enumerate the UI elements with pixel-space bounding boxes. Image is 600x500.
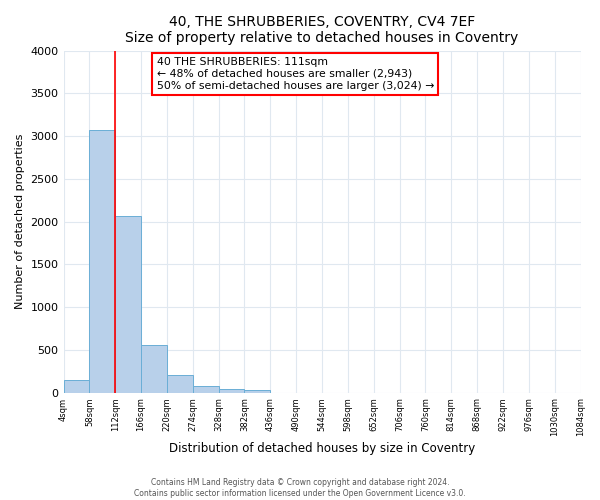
Bar [64, 380, 89, 392]
Bar [141, 344, 167, 393]
Bar [193, 386, 218, 392]
Text: Contains HM Land Registry data © Crown copyright and database right 2024.
Contai: Contains HM Land Registry data © Crown c… [134, 478, 466, 498]
Text: 40 THE SHRUBBERIES: 111sqm
← 48% of detached houses are smaller (2,943)
50% of s: 40 THE SHRUBBERIES: 111sqm ← 48% of deta… [157, 58, 434, 90]
Y-axis label: Number of detached properties: Number of detached properties [15, 134, 25, 309]
Bar [167, 374, 193, 392]
Bar [218, 388, 244, 392]
Title: 40, THE SHRUBBERIES, COVENTRY, CV4 7EF
Size of property relative to detached hou: 40, THE SHRUBBERIES, COVENTRY, CV4 7EF S… [125, 15, 518, 45]
Bar [115, 216, 141, 392]
Bar [89, 130, 115, 392]
X-axis label: Distribution of detached houses by size in Coventry: Distribution of detached houses by size … [169, 442, 475, 455]
Bar [244, 390, 271, 392]
